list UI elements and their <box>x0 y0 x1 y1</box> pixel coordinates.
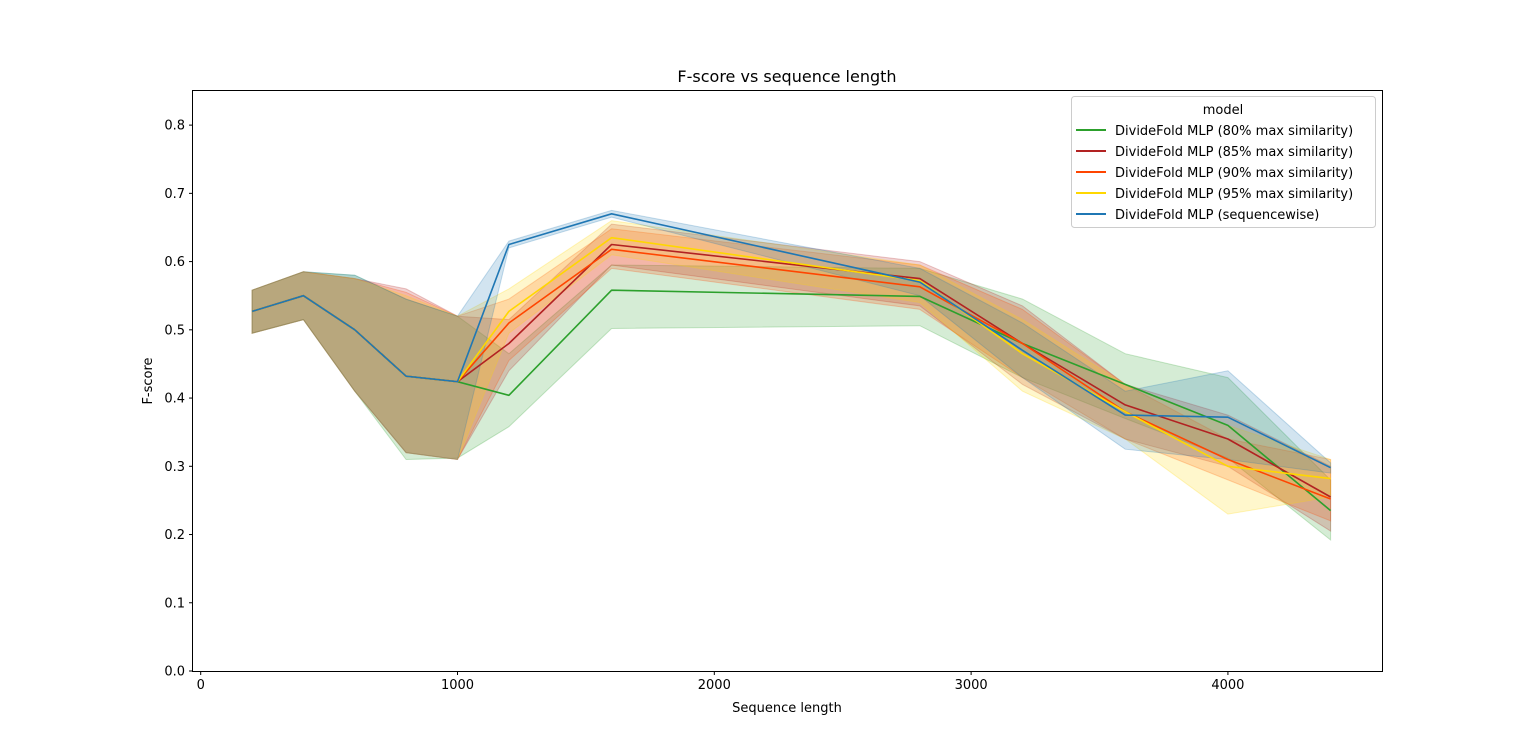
y-tick-label: 0.6 <box>164 255 185 270</box>
y-tick-label: 0.4 <box>164 392 185 407</box>
series-lines <box>251 213 1332 512</box>
x-tick-label: 0 <box>197 678 205 693</box>
y-axis-label: F-score <box>141 357 156 404</box>
y-tick-label: 0.5 <box>164 323 185 338</box>
legend-items: DivideFold MLP (80% max similarity) Divid… <box>1076 124 1353 223</box>
legend-title: model <box>1203 103 1243 118</box>
x-tick-label: 2000 <box>698 678 731 693</box>
legend: model DivideFold MLP (80% max similarity… <box>1071 96 1376 228</box>
x-axis-label: Sequence length <box>732 701 842 716</box>
legend-label-3: DivideFold MLP (90% max similarity) <box>1115 166 1353 181</box>
x-tick-label: 4000 <box>1211 678 1244 693</box>
y-tick-label: 0.1 <box>164 596 185 611</box>
x-tick-label: 1000 <box>441 678 474 693</box>
y-tick-label: 0.7 <box>164 187 185 202</box>
confidence-band-1 <box>251 264 1332 542</box>
legend-label-4: DivideFold MLP (95% max similarity) <box>1115 187 1353 202</box>
y-tick-label: 0.8 <box>164 119 185 134</box>
legend-label-2: DivideFold MLP (85% max similarity) <box>1115 145 1353 160</box>
confidence-bands <box>251 209 1332 542</box>
confidence-band-2 <box>251 223 1332 533</box>
y-tick-label: 0.0 <box>164 665 185 680</box>
legend-label-1: DivideFold MLP (80% max similarity) <box>1115 124 1353 139</box>
legend-label-5: DivideFold MLP (sequencewise) <box>1115 208 1319 223</box>
legend-box <box>1071 96 1376 228</box>
y-tick-label: 0.2 <box>164 528 185 543</box>
y-tick-label: 0.3 <box>164 460 185 475</box>
x-tick-label: 3000 <box>955 678 988 693</box>
confidence-band-5 <box>251 209 1332 474</box>
x-axis: 0 1000 2000 3000 4000 <box>197 671 1244 693</box>
plot-frame <box>192 90 1383 672</box>
series-line-5 <box>251 213 1331 469</box>
y-axis: 0.0 0.1 0.2 0.3 0.4 0.5 0.6 0.7 0.8 <box>164 119 193 680</box>
chart-title: F-score vs sequence length <box>677 67 896 86</box>
